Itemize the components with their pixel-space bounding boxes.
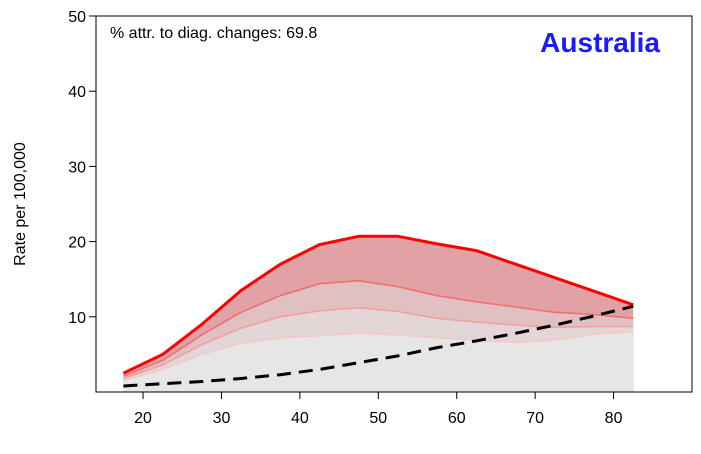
x-tick-label: 20 [134, 410, 152, 427]
y-tick-label: 10 [68, 310, 86, 327]
series-line-2 [123, 279, 634, 377]
x-tick-label: 40 [291, 410, 309, 427]
x-tick-label: 50 [369, 410, 387, 427]
y-tick-label: 30 [68, 159, 86, 176]
y-axis: 10 20 30 40 50 [68, 9, 96, 327]
area-layers [123, 236, 634, 392]
series-line-1 [122, 234, 634, 375]
chart-title-country: Australia [540, 27, 660, 58]
x-tick-label: 70 [526, 410, 544, 427]
series-line-4 [123, 331, 634, 382]
y-tick-label: 40 [68, 84, 86, 101]
y-tick-label: 50 [68, 9, 86, 26]
plot-frame [95, 15, 693, 393]
attribution-annotation: % attr. to diag. changes: 69.8 [110, 25, 317, 42]
area-layer-4 [123, 331, 634, 392]
x-tick-label: 30 [213, 410, 231, 427]
x-axis: 20 30 40 50 60 70 80 [134, 392, 623, 427]
x-tick-label: 80 [605, 410, 623, 427]
y-tick-label: 20 [68, 235, 86, 252]
x-tick-label: 60 [448, 410, 466, 427]
y-axis-title: Rate per 100,000 [12, 142, 29, 266]
baseline-dashed-line [123, 304, 634, 388]
